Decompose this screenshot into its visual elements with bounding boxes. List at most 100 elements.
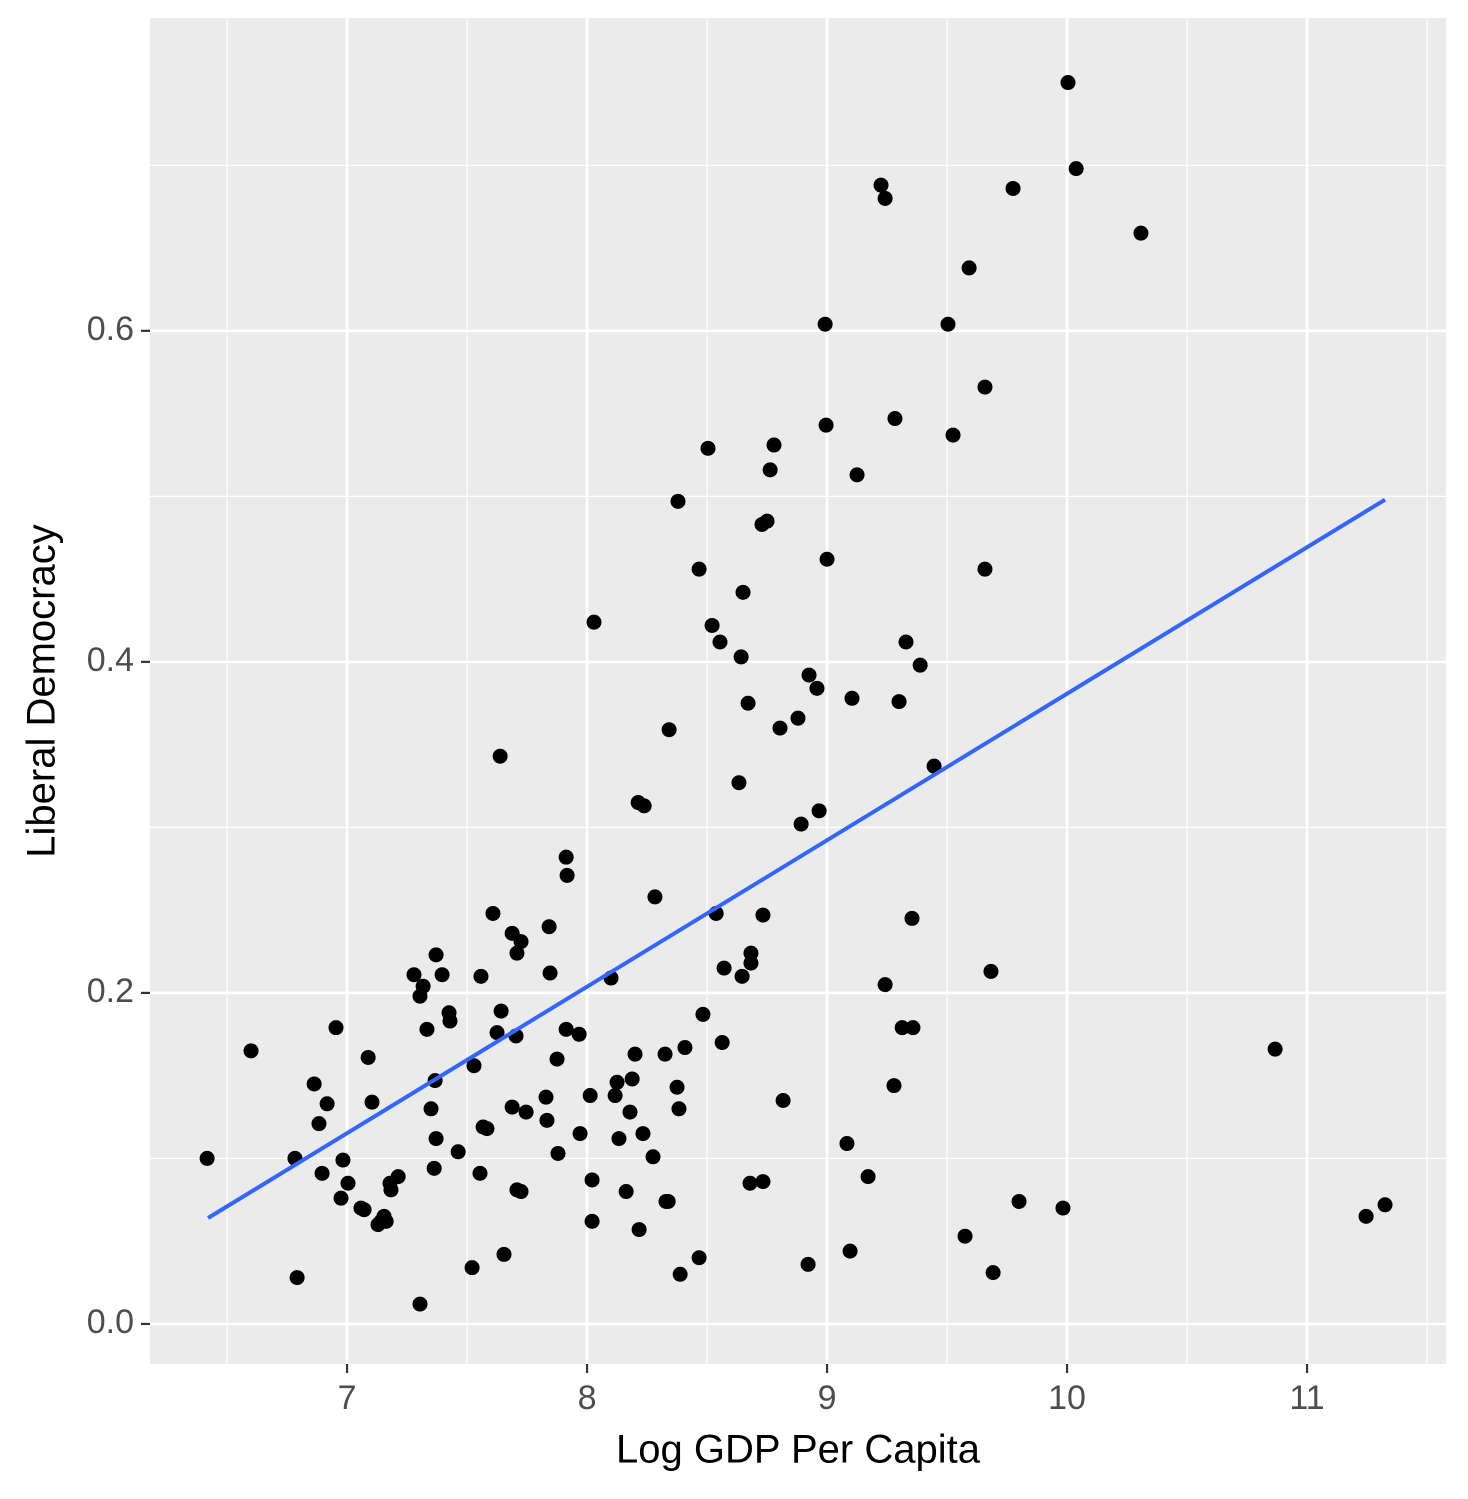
- point: [977, 379, 993, 395]
- point: [442, 1013, 458, 1029]
- point: [842, 1243, 858, 1259]
- point: [423, 1101, 439, 1117]
- point: [360, 1049, 376, 1065]
- point: [817, 316, 833, 332]
- point: [742, 1175, 758, 1191]
- point: [518, 1104, 534, 1120]
- point: [811, 803, 827, 819]
- point: [504, 1099, 520, 1115]
- point: [849, 467, 865, 483]
- point: [672, 1266, 688, 1282]
- point: [412, 988, 428, 1004]
- point: [860, 1169, 876, 1185]
- point: [839, 1136, 855, 1152]
- point: [940, 316, 956, 332]
- panel: [150, 18, 1446, 1364]
- point: [977, 561, 993, 577]
- point: [894, 1020, 910, 1036]
- point: [624, 1071, 640, 1087]
- point: [618, 1184, 634, 1200]
- point: [1068, 161, 1084, 177]
- point: [611, 1131, 627, 1147]
- point: [492, 748, 508, 764]
- point: [961, 260, 977, 276]
- point: [887, 411, 903, 427]
- point: [306, 1076, 322, 1092]
- point: [1377, 1197, 1393, 1213]
- y-tick-label: 0.6: [87, 310, 134, 348]
- point: [983, 963, 999, 979]
- point: [775, 1092, 791, 1108]
- point: [700, 440, 716, 456]
- point: [877, 190, 893, 206]
- point: [647, 889, 663, 905]
- point: [542, 965, 558, 981]
- point: [912, 657, 928, 673]
- point: [450, 1144, 466, 1160]
- point: [636, 798, 652, 814]
- point: [755, 907, 771, 923]
- point: [428, 947, 444, 963]
- point: [731, 775, 747, 791]
- point: [496, 1246, 512, 1262]
- point: [473, 968, 489, 984]
- point: [243, 1043, 259, 1059]
- point: [733, 649, 749, 665]
- point: [559, 867, 575, 883]
- point: [340, 1175, 356, 1191]
- point: [1267, 1041, 1283, 1057]
- point: [319, 1096, 335, 1112]
- x-tick-label: 8: [578, 1379, 597, 1417]
- point: [631, 1222, 647, 1238]
- point: [609, 1074, 625, 1090]
- point: [635, 1126, 651, 1142]
- point: [772, 720, 788, 736]
- point: [985, 1265, 1001, 1281]
- x-axis-title: Log GDP Per Capita: [616, 1428, 981, 1472]
- y-tick-label: 0.4: [87, 641, 134, 679]
- point: [819, 551, 835, 567]
- point: [905, 1020, 921, 1036]
- point: [513, 934, 529, 950]
- point: [328, 1020, 344, 1036]
- point: [704, 617, 720, 633]
- point: [1011, 1193, 1027, 1209]
- point: [762, 462, 778, 478]
- point: [558, 849, 574, 865]
- point: [735, 584, 751, 600]
- point: [572, 1126, 588, 1142]
- point: [818, 417, 834, 433]
- point: [645, 1149, 661, 1165]
- point: [886, 1078, 902, 1094]
- point: [434, 967, 450, 983]
- point: [412, 1296, 428, 1312]
- point: [801, 667, 817, 683]
- point: [199, 1150, 215, 1166]
- point: [661, 722, 677, 738]
- point: [695, 1006, 711, 1022]
- point: [657, 1046, 673, 1062]
- point: [714, 1035, 730, 1051]
- point: [891, 694, 907, 710]
- point: [740, 695, 756, 711]
- point: [622, 1104, 638, 1120]
- point: [1358, 1208, 1374, 1224]
- point: [335, 1152, 351, 1168]
- point: [311, 1116, 327, 1132]
- point: [472, 1165, 488, 1181]
- point: [898, 634, 914, 650]
- point: [383, 1182, 399, 1198]
- point: [926, 758, 942, 774]
- y-tick-label: 0.0: [87, 1303, 134, 1341]
- point: [1133, 225, 1149, 241]
- point: [793, 816, 809, 832]
- point: [627, 1046, 643, 1062]
- point: [743, 955, 759, 971]
- x-tick-label: 11: [1289, 1379, 1324, 1417]
- point: [333, 1190, 349, 1206]
- point: [691, 561, 707, 577]
- point: [513, 1184, 529, 1200]
- point: [314, 1165, 330, 1181]
- point: [558, 1021, 574, 1037]
- point: [289, 1270, 305, 1286]
